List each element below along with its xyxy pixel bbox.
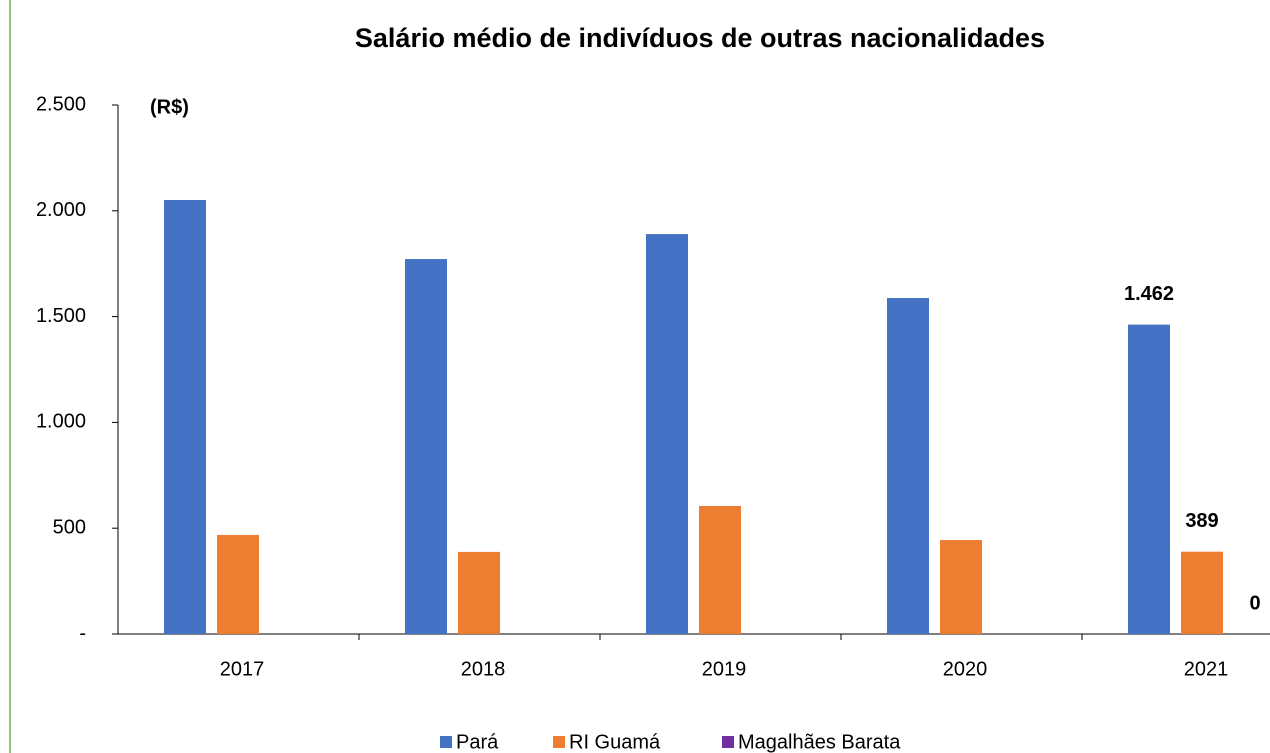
data-label: 389 [1185,510,1218,532]
data-label: 0 [1249,592,1260,614]
chart-title: Salário médio de indivíduos de outras na… [355,23,1045,53]
bar [217,534,259,634]
y-tick-label: 500 [53,516,86,538]
legend-label: Pará [456,731,499,753]
legend-swatch [440,736,452,748]
x-tick-label: 2020 [943,658,988,680]
y-axis-label: (R$) [150,96,189,118]
y-tick-label: 2.000 [36,199,86,221]
y-tick-label: 1.000 [36,411,86,433]
bar [940,540,982,634]
legend-swatch [553,736,565,748]
bar [699,505,741,634]
y-tick-label: 2.500 [36,93,86,115]
bar [1181,551,1223,634]
x-tick-label: 2019 [702,658,747,680]
bar [1128,324,1170,634]
x-tick-label: 2021 [1184,658,1229,680]
legend-label: Magalhães Barata [738,731,901,753]
x-tick-label: 2017 [220,658,265,680]
y-tick-label: 1.500 [36,305,86,327]
bar [646,234,688,635]
bar [164,200,206,634]
x-tick-label: 2018 [461,658,506,680]
legend-swatch [722,736,734,748]
y-tick-label: - [79,622,86,644]
data-label: 1.462 [1124,283,1174,305]
bar [458,551,500,634]
bar [405,259,447,634]
legend-label: RI Guamá [569,731,661,753]
bar [887,297,929,634]
